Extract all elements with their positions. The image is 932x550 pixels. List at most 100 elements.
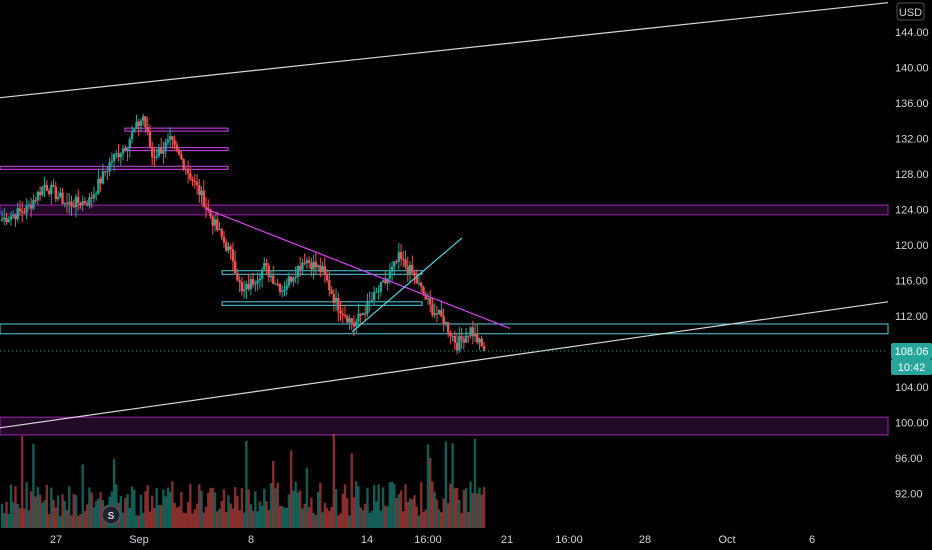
candle-body <box>381 280 385 283</box>
candle-body <box>332 294 335 303</box>
time-axis[interactable]: 27 Sep 8 14 16:00 21 16:00 28 Oct 6 <box>50 534 815 546</box>
candle-body <box>303 262 306 264</box>
volume-layer <box>0 433 486 528</box>
volume-bar <box>334 489 338 528</box>
session-marker-label: S <box>108 511 115 522</box>
white-trendline-0[interactable] <box>0 2 889 99</box>
volume-bar <box>186 501 190 528</box>
volume-bar <box>460 513 463 528</box>
volume-bar <box>464 488 468 528</box>
candle-body <box>231 249 235 262</box>
price-axis-label: 140.00 <box>895 63 929 75</box>
price-axis[interactable]: 144.00 140.00 136.00 132.00 128.00 124.00 120.… <box>895 27 929 501</box>
candle-body <box>460 336 463 340</box>
candle-body <box>258 278 262 281</box>
price-axis-label: 104.00 <box>895 382 929 394</box>
volume-bar <box>204 506 208 528</box>
candle-body <box>70 201 73 207</box>
volume-bar <box>3 513 6 528</box>
time-axis-label: 16:00 <box>555 534 583 546</box>
volume-bar <box>43 500 46 528</box>
volume-bar <box>128 507 131 528</box>
candle-body <box>455 342 459 351</box>
candle-body <box>159 147 163 154</box>
volume-bar <box>298 490 302 528</box>
candle-body <box>462 339 466 343</box>
volume-bar <box>278 505 282 528</box>
candle-body <box>189 173 192 180</box>
time-axis-label: 16:00 <box>414 534 442 546</box>
volume-bar <box>191 513 194 528</box>
volume-bar <box>422 511 425 528</box>
candle-body <box>406 266 409 274</box>
volume-bar <box>357 486 360 528</box>
volume-bar <box>146 485 149 528</box>
volume-bar <box>242 512 246 528</box>
candle-body <box>220 229 223 237</box>
volume-bar <box>99 491 102 528</box>
volume-bar <box>245 440 248 528</box>
volume-bar <box>455 488 459 528</box>
volume-bar <box>126 494 129 528</box>
price-axis-label: 92.00 <box>895 489 923 501</box>
volume-bar <box>314 515 318 528</box>
volume-bar <box>50 487 53 528</box>
volume-bar <box>437 509 441 528</box>
volume-bar <box>393 484 396 528</box>
white-trendline-1[interactable] <box>0 301 889 429</box>
volume-bar <box>12 502 15 528</box>
currency-button[interactable]: USD <box>896 2 925 21</box>
purple-zone-1 <box>0 416 889 436</box>
volume-bar <box>339 513 342 528</box>
volume-bar <box>47 514 51 528</box>
candle-body <box>148 132 152 147</box>
volume-bar <box>428 458 432 528</box>
volume-bar <box>88 487 91 528</box>
volume-bar <box>424 509 427 528</box>
candle-body <box>263 263 266 270</box>
candle-body <box>413 272 416 276</box>
volume-bar <box>478 487 481 528</box>
price-axis-label: 112.00 <box>895 311 928 323</box>
candle-body <box>224 242 228 251</box>
volume-bar <box>14 486 17 528</box>
volume-bar <box>52 499 55 528</box>
volume-bar <box>23 508 26 528</box>
volume-bar <box>256 511 259 528</box>
candle-body <box>166 139 170 143</box>
candle-body <box>202 190 205 208</box>
candle-body <box>281 291 284 293</box>
candle-body <box>115 153 118 155</box>
volume-bar <box>355 481 358 528</box>
candle-body <box>94 193 98 195</box>
volume-bar <box>276 482 279 528</box>
candle-body <box>476 333 479 343</box>
candle-body <box>395 261 398 263</box>
volume-bar <box>402 511 405 528</box>
candle-body <box>467 335 470 337</box>
session-marker[interactable]: S <box>101 505 121 525</box>
volume-bar <box>352 497 356 528</box>
volume-bar <box>281 506 284 528</box>
candle-body <box>393 261 396 267</box>
volume-bar <box>453 488 457 528</box>
volume-bar <box>211 487 214 528</box>
volume-bar <box>249 504 253 528</box>
candle-body <box>247 283 250 290</box>
candle-body <box>195 181 199 186</box>
volume-bar <box>440 512 443 528</box>
volume-bar <box>220 500 223 528</box>
candle-body <box>437 309 441 315</box>
volume-bar <box>5 501 8 528</box>
volume-bar <box>236 495 239 528</box>
drawings-layer[interactable] <box>0 2 889 429</box>
candle-body <box>112 154 116 162</box>
candle-body <box>56 197 60 200</box>
cyan-trendline-3[interactable] <box>351 237 463 333</box>
candle-body <box>41 187 44 196</box>
candle-body <box>106 171 109 173</box>
magenta-trendline-2[interactable] <box>204 208 511 329</box>
candle-body <box>213 219 217 226</box>
volume-bar <box>431 481 434 528</box>
